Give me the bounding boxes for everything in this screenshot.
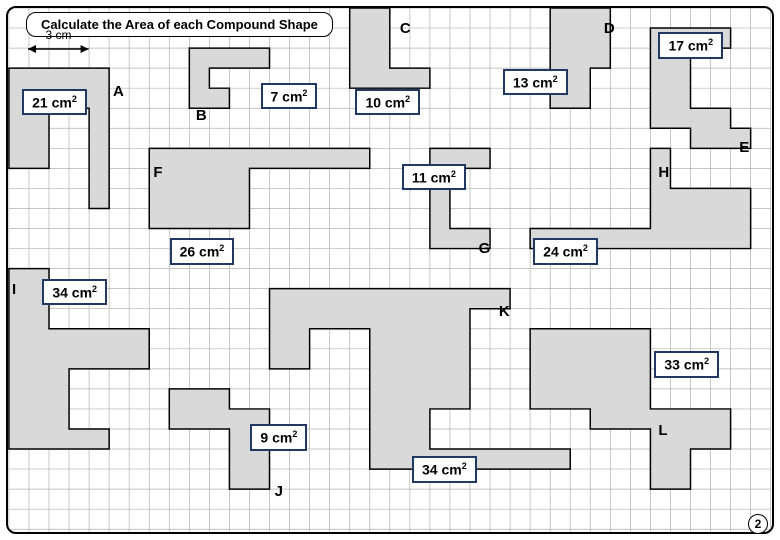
answer-D: 13 cm2 (503, 69, 568, 96)
label-J: J (275, 483, 283, 500)
answer-K: 34 cm2 (412, 456, 477, 483)
label-H: H (658, 164, 669, 181)
label-D: D (604, 20, 615, 37)
answer-C: 10 cm2 (355, 89, 420, 116)
worksheet-page: Calculate the Area of each Compound Shap… (0, 0, 780, 540)
answer-F: 26 cm2 (170, 238, 235, 265)
shape-K (270, 289, 571, 469)
scale-label: 3 cm (28, 28, 89, 42)
label-L: L (658, 422, 667, 439)
label-C: C (400, 20, 411, 37)
label-I: I (12, 281, 16, 298)
answer-B: 7 cm2 (261, 83, 318, 110)
label-B: B (196, 107, 207, 124)
label-A: A (113, 83, 124, 100)
answer-E: 17 cm2 (658, 32, 723, 59)
answer-J: 9 cm2 (250, 424, 307, 451)
page-number: 2 (748, 514, 768, 534)
scale-line (28, 42, 89, 56)
label-E: E (739, 139, 749, 156)
answer-G: 11 cm2 (402, 164, 466, 191)
answer-A: 21 cm2 (22, 89, 87, 116)
answer-H: 24 cm2 (533, 238, 598, 265)
label-K: K (499, 303, 510, 320)
answer-I: 34 cm2 (42, 279, 107, 306)
page-number-text: 2 (755, 517, 762, 531)
shape-H (530, 148, 751, 248)
label-F: F (153, 164, 162, 181)
scale-indicator: 3 cm (28, 28, 89, 56)
page-frame: Calculate the Area of each Compound Shap… (6, 6, 774, 534)
label-G: G (479, 240, 491, 257)
answer-L: 33 cm2 (654, 351, 719, 378)
